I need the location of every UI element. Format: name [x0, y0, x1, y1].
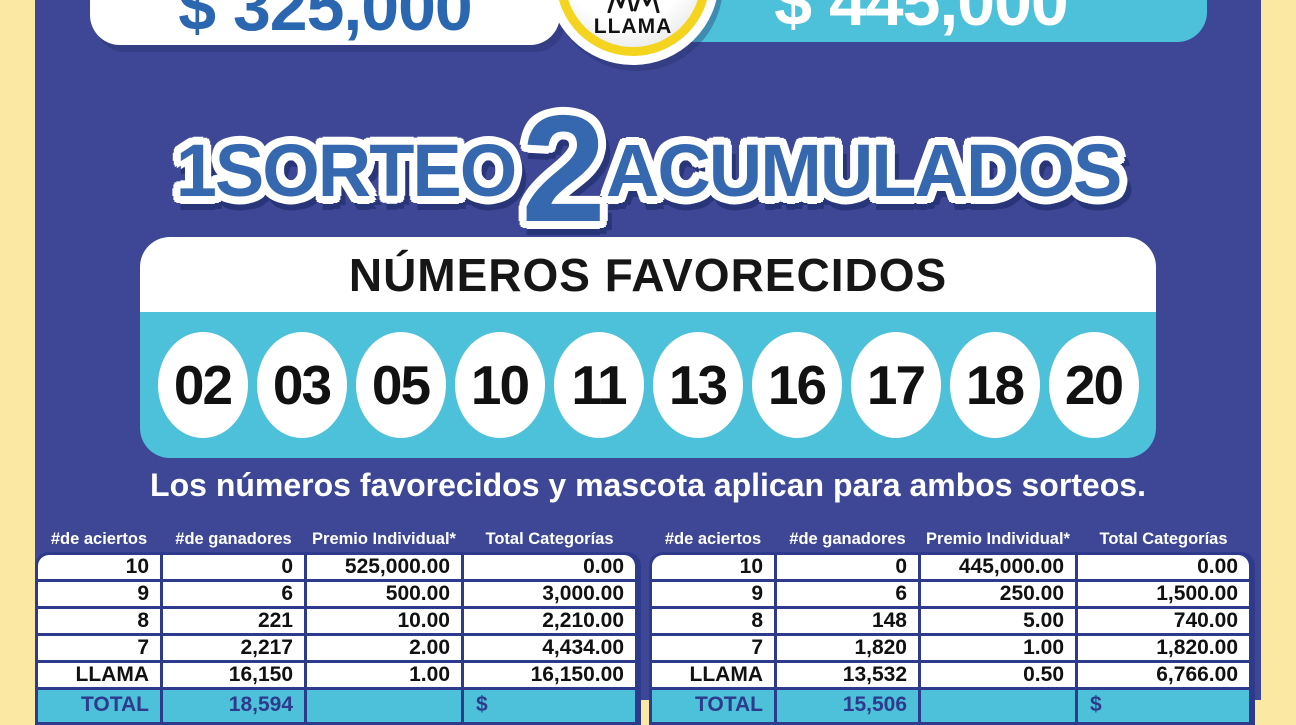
table-row: LLAMA 16,150 1.00 16,150.00 [38, 663, 638, 687]
cell-ganadores: 6 [777, 582, 918, 606]
cell-ganadores: 13,532 [777, 663, 918, 687]
cell-ganadores: 1,820 [777, 636, 918, 660]
cell-aciertos: 9 [652, 582, 774, 606]
col-header-aciertos: #de aciertos [50, 530, 148, 548]
prize-amount-second: $ 445,000 [774, 0, 1069, 40]
cell-aciertos: 9 [38, 582, 160, 606]
cell-premio: 1.00 [307, 663, 461, 687]
cell-premio: 525,000.00 [307, 555, 461, 579]
cell-premio: 250.00 [921, 582, 1075, 606]
total-label: TOTAL [38, 690, 160, 722]
number-ball: 10 [454, 332, 545, 438]
cell-premio: 1.00 [921, 636, 1075, 660]
number-ball: 20 [1048, 332, 1139, 438]
cell-total: 6,766.00 [1078, 663, 1249, 687]
prize-box-second-draw: $ 445,000 [635, 0, 1207, 42]
cell-ganadores: 221 [163, 609, 304, 633]
cell-aciertos: 8 [652, 609, 774, 633]
cell-ganadores: 16,150 [163, 663, 304, 687]
llama-icon [607, 0, 660, 13]
number-ball: 02 [157, 332, 248, 438]
cell-ganadores: 0 [163, 555, 304, 579]
table-body: 10 0 525,000.00 0.00 9 6 500.00 3,000.00… [35, 552, 641, 725]
col-header-total: Total Categorías [485, 530, 614, 548]
total-premio [921, 690, 1075, 722]
cell-total: 3,000.00 [464, 582, 635, 606]
table-row: 9 6 500.00 3,000.00 [38, 582, 638, 606]
table-row: 7 1,820 1.00 1,820.00 [652, 636, 1252, 660]
table-row: 10 0 525,000.00 0.00 [38, 555, 638, 579]
table-header-row: #de aciertos #de ganadores Premio Indivi… [35, 528, 641, 551]
number-ball: 17 [850, 332, 941, 438]
col-header-premio: Premio Individual* [312, 530, 456, 548]
cell-ganadores: 0 [777, 555, 918, 579]
number-ball: 05 [355, 332, 446, 438]
cell-aciertos: LLAMA [38, 663, 160, 687]
total-amount: $ [1078, 690, 1249, 722]
cell-total: 1,820.00 [1078, 636, 1249, 660]
mascot-badge: LLAMA [547, 0, 719, 65]
number-ball: 18 [949, 332, 1040, 438]
cell-aciertos: 7 [38, 636, 160, 660]
total-amount: $ [464, 690, 635, 722]
cell-ganadores: 148 [777, 609, 918, 633]
col-header-total: Total Categorías [1099, 530, 1228, 548]
number-ball: 16 [751, 332, 842, 438]
cell-total: 0.00 [1078, 555, 1249, 579]
table-header-row: #de aciertos #de ganadores Premio Indivi… [649, 528, 1255, 551]
cell-aciertos: 8 [38, 609, 160, 633]
cell-total: 0.00 [464, 555, 635, 579]
favored-numbers-strip: 02 03 05 10 11 13 16 17 18 20 [140, 312, 1156, 458]
col-header-aciertos: #de aciertos [664, 530, 762, 548]
table-row: 10 0 445,000.00 0.00 [652, 555, 1252, 579]
cell-total: 1,500.00 [1078, 582, 1249, 606]
headline-big-number: 2 [521, 83, 606, 254]
col-header-ganadores: #de ganadores [175, 530, 292, 548]
cell-total: 16,150.00 [464, 663, 635, 687]
total-premio [307, 690, 461, 722]
table-row: 8 221 10.00 2,210.00 [38, 609, 638, 633]
table-total-row: TOTAL 15,506 $ [652, 690, 1252, 722]
mascot-label: LLAMA [593, 15, 673, 38]
table-row: 9 6 250.00 1,500.00 [652, 582, 1252, 606]
table-row: LLAMA 13,532 0.50 6,766.00 [652, 663, 1252, 687]
headline-part2: ACUMULADOS [605, 128, 1122, 212]
applies-both-draws-note: Los números favorecidos y mascota aplica… [150, 467, 1146, 503]
cell-aciertos: 10 [652, 555, 774, 579]
cell-total: 2,210.00 [464, 609, 635, 633]
cell-premio: 0.50 [921, 663, 1075, 687]
table-row: 7 2,217 2.00 4,434.00 [38, 636, 638, 660]
total-winners: 18,594 [163, 690, 304, 722]
cell-ganadores: 6 [163, 582, 304, 606]
number-ball: 13 [652, 332, 743, 438]
number-ball: 11 [553, 332, 644, 438]
cell-premio: 445,000.00 [921, 555, 1075, 579]
cell-total: 4,434.00 [464, 636, 635, 660]
favored-numbers-banner: NÚMEROS FAVORECIDOS [140, 237, 1156, 312]
cell-aciertos: 10 [38, 555, 160, 579]
cell-premio: 500.00 [307, 582, 461, 606]
cell-ganadores: 2,217 [163, 636, 304, 660]
col-header-ganadores: #de ganadores [789, 530, 906, 548]
table-body: 10 0 445,000.00 0.00 9 6 250.00 1,500.00… [649, 552, 1255, 725]
table-row: 8 148 5.00 740.00 [652, 609, 1252, 633]
cell-total: 740.00 [1078, 609, 1249, 633]
col-header-premio: Premio Individual* [926, 530, 1070, 548]
cell-aciertos: LLAMA [652, 663, 774, 687]
total-winners: 15,506 [777, 690, 918, 722]
headline-part1: 1SORTEO [175, 128, 518, 212]
cell-premio: 2.00 [307, 636, 461, 660]
prize-box-first-draw: $ 325,000 [90, 0, 560, 45]
cell-premio: 5.00 [921, 609, 1075, 633]
prize-amount-first: $ 325,000 [178, 0, 473, 45]
cell-premio: 10.00 [307, 609, 461, 633]
total-label: TOTAL [652, 690, 774, 722]
headline: 1SORTEO 2 ACUMULADOS [0, 93, 1296, 245]
table-total-row: TOTAL 18,594 $ [38, 690, 638, 722]
prize-table-first-draw: #de aciertos #de ganadores Premio Indivi… [35, 528, 641, 725]
number-ball: 03 [256, 332, 347, 438]
cell-aciertos: 7 [652, 636, 774, 660]
prize-table-second-draw: #de aciertos #de ganadores Premio Indivi… [649, 528, 1255, 725]
